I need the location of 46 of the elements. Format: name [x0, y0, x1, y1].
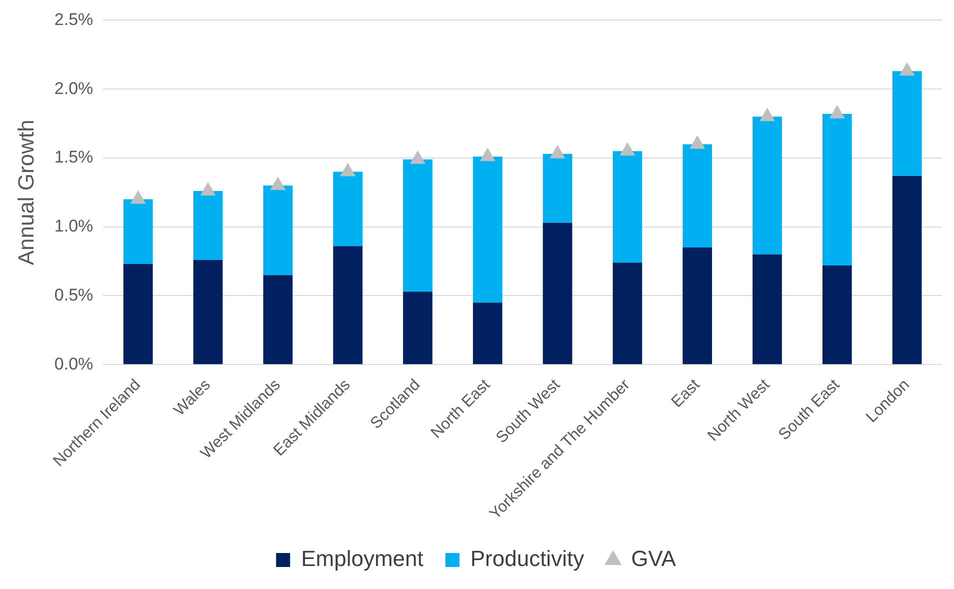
point: [899, 62, 915, 76]
point: [130, 190, 146, 204]
point: [620, 142, 636, 156]
y-tick-label: 0.0%: [54, 354, 94, 374]
bar: [752, 254, 782, 364]
point: [550, 144, 566, 158]
y-axis-title: Annual Growth: [13, 120, 38, 266]
bar: [263, 275, 293, 364]
bar: [472, 302, 502, 364]
bar: [193, 260, 223, 364]
y-tick-label: 2.5%: [54, 10, 94, 29]
point: [480, 148, 496, 162]
bar: [193, 191, 223, 260]
bar: [403, 159, 432, 292]
point: [200, 182, 216, 196]
bar: [333, 246, 362, 364]
y-tick-label: 0.5%: [54, 285, 94, 304]
bar: [123, 264, 153, 364]
y-tick-label: 1.5%: [54, 148, 94, 167]
legend-label: GVA: [631, 546, 676, 572]
bar: [542, 154, 572, 223]
point: [690, 135, 706, 149]
bar: [612, 262, 642, 364]
bar: [752, 116, 782, 254]
y-tick-label: 2.0%: [54, 78, 94, 98]
bar: [403, 292, 432, 364]
bar: [682, 144, 712, 248]
bar: [682, 248, 712, 364]
bar: [263, 186, 293, 276]
legend-label: Productivity: [470, 546, 584, 572]
bar: [612, 151, 642, 263]
point: [410, 150, 426, 164]
bar: [123, 199, 153, 264]
bar: [822, 265, 852, 364]
point: [270, 176, 286, 190]
bar: [822, 114, 852, 266]
point: [829, 104, 845, 118]
legend-label: Employment: [301, 546, 424, 572]
y-tick-label: 1.0%: [54, 216, 94, 236]
bar: [472, 156, 502, 303]
bar: [333, 172, 362, 246]
point: [340, 162, 356, 176]
point: [759, 108, 776, 122]
bar: [542, 222, 572, 364]
bar: [892, 71, 922, 176]
bar: [892, 176, 922, 364]
